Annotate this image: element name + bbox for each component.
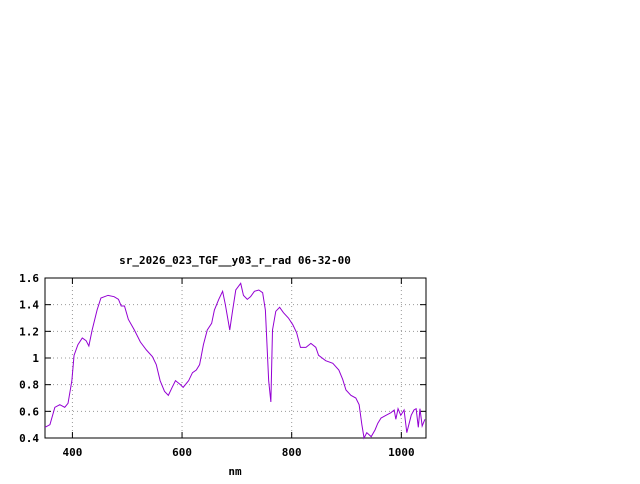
x-tick-label: 800 <box>282 446 302 459</box>
y-tick-label: 0.4 <box>19 432 39 445</box>
y-tick-label: 1.6 <box>19 272 39 285</box>
data-line <box>44 282 426 440</box>
plot-frame <box>44 277 427 439</box>
y-tick-label: 1.4 <box>19 299 39 312</box>
x-tick-label: 1000 <box>388 446 415 459</box>
x-tick-label: 600 <box>172 446 192 459</box>
y-tick-label: 0.6 <box>19 405 39 418</box>
chart-title: sr_2026_023_TGF__y03_r_rad 06-32-00 <box>119 254 351 267</box>
x-axis-label: nm <box>228 465 242 478</box>
y-tick-label: 0.8 <box>19 379 39 392</box>
x-tick-label: 400 <box>62 446 82 459</box>
y-tick-label: 1 <box>32 352 39 365</box>
y-tick-label: 1.2 <box>19 325 39 338</box>
